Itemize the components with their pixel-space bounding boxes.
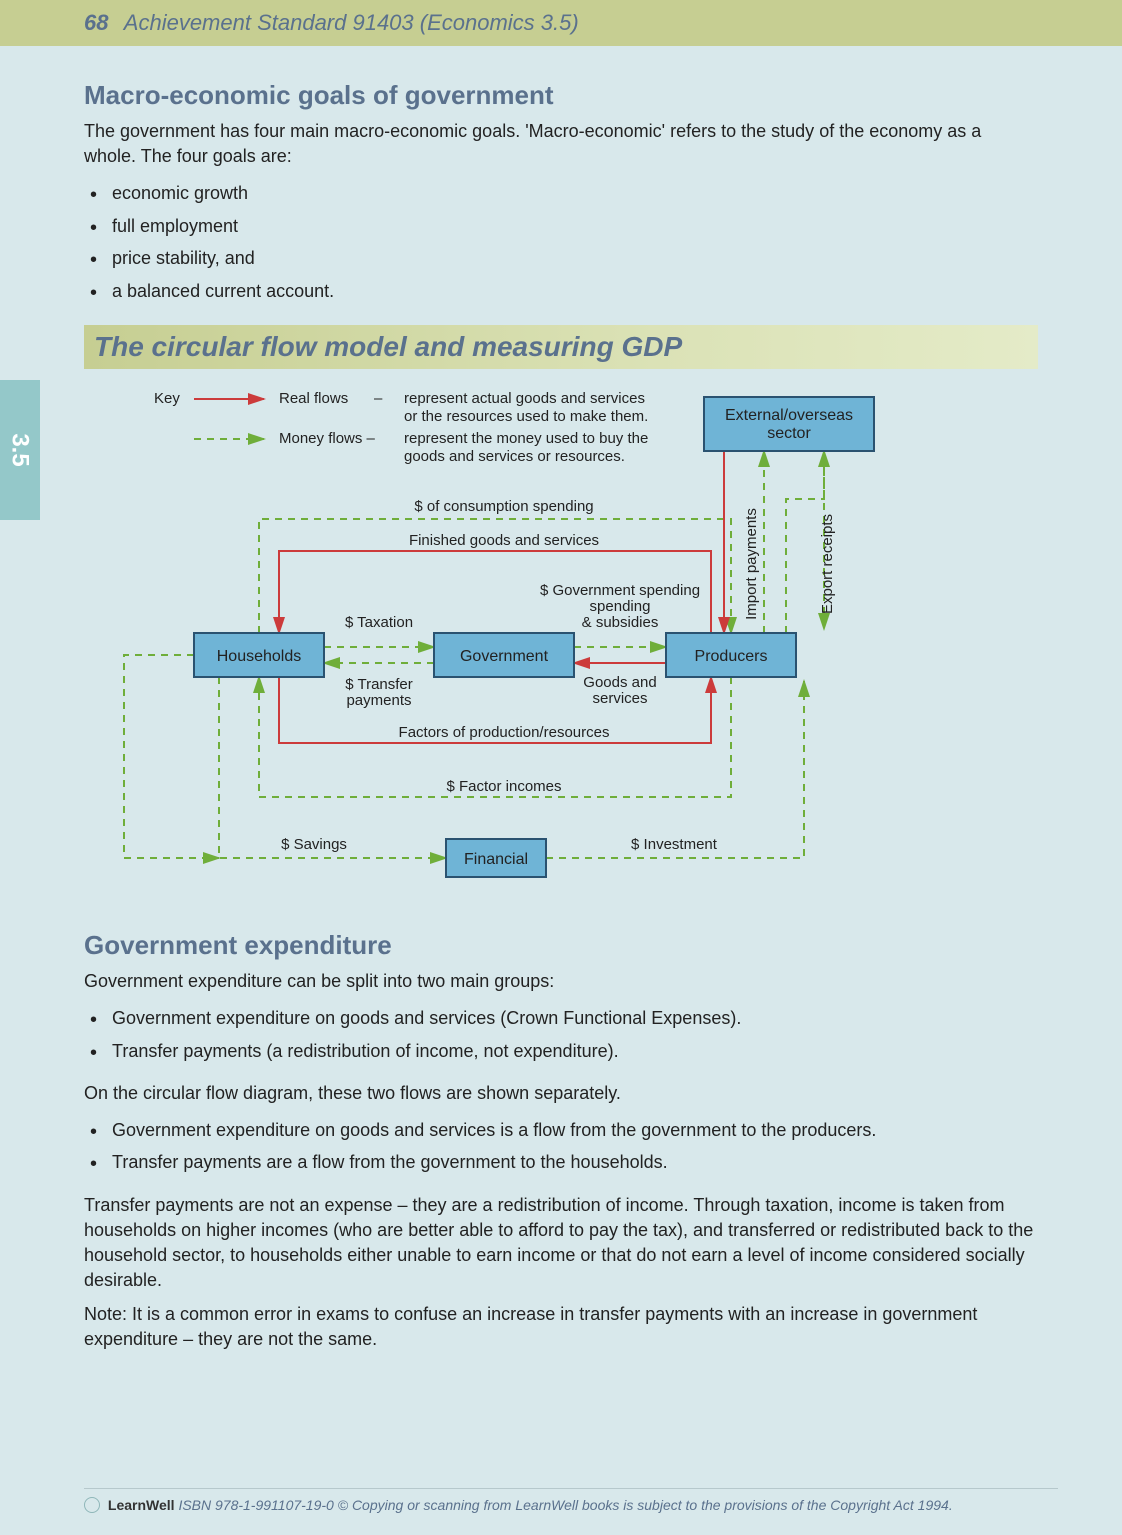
section2-intro: Government expenditure can be split into… [84,969,1038,994]
list-item: Transfer payments are a flow from the go… [112,1146,1038,1178]
circular-flow-diagram: Key Real flows – represent actual goods and… [84,379,1038,904]
svg-text:$ Transfer: $ Transfer [345,676,413,693]
page-number: 68 [84,10,108,35]
list-item: a balanced current account. [112,275,1038,307]
svg-text:External/overseas: External/overseas [725,407,853,424]
section2-line2: On the circular flow diagram, these two … [84,1081,1038,1106]
svg-text:$ Factor incomes: $ Factor incomes [446,778,561,795]
svg-text:Goods and: Goods and [583,674,656,691]
svg-text:payments: payments [346,692,411,709]
svg-text:$ Savings: $ Savings [281,836,347,853]
footer-copyright: © Copying or scanning from LearnWell boo… [338,1497,953,1513]
section1-bullets: economic growth full employment price st… [84,177,1038,307]
svg-text:Financial: Financial [464,851,528,868]
learnwell-logo-icon [84,1497,100,1513]
footer-isbn: ISBN 978-1-991107-19-0 [178,1497,333,1513]
svg-text:Producers: Producers [695,648,768,665]
list-item: full employment [112,210,1038,242]
page-header: 68 Achievement Standard 91403 (Economics… [0,0,1122,46]
svg-text:Finished goods and services: Finished goods and services [409,532,599,549]
svg-text:goods and services or resource: goods and services or resources. [404,448,625,465]
section2-bullets-b: Government expenditure on goods and serv… [84,1114,1038,1179]
svg-text:$ Taxation: $ Taxation [345,614,413,631]
list-item: price stability, and [112,242,1038,274]
page-footer: LearnWell ISBN 978-1-991107-19-0 © Copyi… [84,1488,1058,1513]
svg-text:spending: spending [590,598,651,615]
svg-text:Government: Government [460,648,549,665]
list-item: Government expenditure on goods and serv… [112,1002,1038,1034]
section2-para3: Transfer payments are not an expense – t… [84,1193,1038,1294]
section1-title: Macro-economic goals of government [84,80,1038,111]
section2-para4: Note: It is a common error in exams to c… [84,1302,1038,1352]
svg-text:Money flows –: Money flows – [279,430,376,447]
list-item: economic growth [112,177,1038,209]
svg-text:Key: Key [154,390,180,407]
footer-brand: LearnWell [108,1497,175,1513]
section-tab: 3.5 [0,380,40,520]
svg-text:services: services [592,690,647,707]
svg-text:Export receipts: Export receipts [819,514,836,614]
section2-title: Government expenditure [84,930,1038,961]
svg-text:Real flows: Real flows [279,390,348,407]
list-item: Government expenditure on goods and serv… [112,1114,1038,1146]
svg-text:$ Government spending: $ Government spending [540,582,700,599]
svg-text:represent actual goods and ser: represent actual goods and services [404,390,645,407]
svg-text:–: – [374,390,383,407]
subsection-banner: The circular flow model and measuring GD… [84,325,1038,369]
banner-title: The circular flow model and measuring GD… [94,331,1028,363]
svg-text:& subsidies: & subsidies [582,614,659,631]
svg-text:$ of consumption spending: $ of consumption spending [414,498,593,515]
svg-text:$ Investment: $ Investment [631,836,718,853]
list-item: Transfer payments (a redistribution of i… [112,1035,1038,1067]
section1-intro: The government has four main macro-econo… [84,119,1038,169]
svg-text:or the resources used to make: or the resources used to make them. [404,408,648,425]
section-tab-label: 3.5 [6,433,34,466]
svg-text:Households: Households [217,648,302,665]
section2-bullets-a: Government expenditure on goods and serv… [84,1002,1038,1067]
svg-text:represent the money used to bu: represent the money used to buy the [404,430,648,447]
svg-text:sector: sector [767,425,811,442]
svg-text:Import payments: Import payments [743,508,760,620]
header-title: Achievement Standard 91403 (Economics 3.… [124,10,579,35]
svg-text:Factors of production/resource: Factors of production/resources [399,724,610,741]
